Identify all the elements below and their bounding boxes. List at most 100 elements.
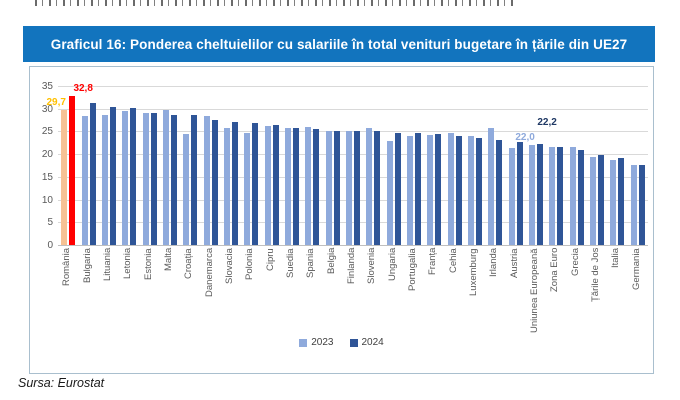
bar-2023-Țările de Jos bbox=[590, 157, 597, 245]
bar-2023-Slovenia bbox=[366, 128, 373, 245]
bar-2024-Ungaria bbox=[394, 133, 401, 245]
x-category-label: Letonia bbox=[122, 248, 134, 280]
x-category-label: Malta bbox=[162, 248, 174, 272]
x-category-label: Germania bbox=[630, 248, 642, 290]
bar-2023-Croația bbox=[183, 133, 190, 245]
bar-2023-Cehia bbox=[447, 133, 454, 245]
chart-container: 0 5 10 15 20 25 30 35 29,7 32,8 22,0 22,2 România Bu… bbox=[29, 66, 654, 374]
y-tick-label: 15 bbox=[41, 171, 53, 183]
bar-2024-Zona Euro bbox=[557, 146, 564, 245]
gridline bbox=[58, 176, 648, 178]
x-category-label: Luxemburg bbox=[468, 248, 480, 296]
x-category-label: Slovacia bbox=[223, 248, 235, 284]
bar-2023-Zona Euro bbox=[549, 147, 556, 245]
gridline bbox=[58, 199, 648, 201]
bar-2023-Polonia bbox=[244, 133, 251, 245]
bar-2024-Portugalia bbox=[415, 133, 422, 245]
bar-2024-Belgia bbox=[333, 130, 340, 245]
bar-2024-Grecia bbox=[577, 149, 584, 245]
x-category-label: Țările de Jos bbox=[590, 248, 602, 303]
gridline bbox=[58, 108, 648, 110]
x-axis-labels: România Bulgaria Lituania Letonia Estonia Mal… bbox=[58, 248, 648, 336]
x-category-label: Uniunea Europeană bbox=[529, 248, 541, 333]
bar-2023-Danemarca bbox=[203, 115, 210, 245]
x-category-label: Cipru bbox=[264, 248, 276, 271]
plot-area: 0 5 10 15 20 25 30 35 29,7 32,8 22,0 22,2 bbox=[42, 81, 648, 251]
bar-2024-Croația bbox=[191, 115, 198, 245]
clipped-text-line bbox=[35, 0, 513, 6]
x-category-label: România bbox=[61, 248, 73, 287]
legend-swatch-icon bbox=[299, 338, 308, 347]
bar-2024-Suedia bbox=[292, 127, 299, 245]
gridline bbox=[58, 154, 648, 156]
y-tick-label: 35 bbox=[41, 81, 53, 92]
chart-title: Graficul 16: Ponderea cheltuielilor cu s… bbox=[50, 36, 628, 52]
bar-2024-Italia bbox=[618, 158, 625, 245]
bar-2024-Finlanda bbox=[354, 130, 360, 245]
y-tick-label: 30 bbox=[41, 103, 53, 115]
bar-2023-Ungaria bbox=[386, 140, 393, 245]
x-category-label: Portugalia bbox=[407, 248, 419, 291]
bar-2024-Danemarca bbox=[211, 119, 218, 245]
bar-2024-Austria bbox=[516, 142, 523, 245]
bar-2023-Belgia bbox=[325, 130, 332, 245]
value-label-2024: 32,8 bbox=[73, 83, 93, 94]
bar-2024-Irlanda bbox=[496, 139, 503, 245]
legend-label: 2024 bbox=[361, 337, 384, 348]
y-tick-label: 0 bbox=[47, 240, 53, 251]
bar-2024-Slovenia bbox=[374, 130, 381, 245]
y-tick-label: 5 bbox=[47, 217, 53, 229]
x-category-label: Franța bbox=[427, 248, 439, 276]
bar-2023-Slovacia bbox=[223, 128, 230, 245]
x-category-label: Finlanda bbox=[346, 248, 357, 285]
x-category-label: Italia bbox=[610, 248, 622, 269]
x-category-label: Bulgaria bbox=[81, 248, 93, 283]
gridline bbox=[58, 222, 648, 224]
bar-2023-Portugalia bbox=[407, 135, 414, 245]
x-category-label: Austria bbox=[508, 248, 520, 278]
y-tick-label: 25 bbox=[41, 126, 53, 138]
x-category-label: Lituania bbox=[101, 248, 113, 282]
bar-2023-Letonia bbox=[122, 110, 129, 245]
bar-2024-Slovacia bbox=[231, 121, 238, 245]
bar-2024-Estonia bbox=[150, 112, 157, 245]
bar-2023-Suedia bbox=[284, 128, 291, 245]
bar-2023-Uniunea Europeană bbox=[529, 145, 536, 245]
legend-item-2023: 2023 bbox=[299, 337, 334, 348]
bar-2024-Malta bbox=[170, 115, 177, 245]
bar-2023-Austria bbox=[508, 148, 515, 245]
x-category-label: Ungaria bbox=[386, 248, 398, 282]
bar-2023-Luxemburg bbox=[468, 136, 475, 245]
bar-2024-Uniunea Europeană bbox=[537, 144, 544, 245]
bar-2024-Luxemburg bbox=[476, 137, 483, 245]
bar-2024-România bbox=[69, 96, 76, 245]
value-label-2024: 22,2 bbox=[537, 117, 557, 129]
chart-title-banner: Graficul 16: Ponderea cheltuielilor cu s… bbox=[23, 26, 655, 62]
bar-2023-Lituania bbox=[101, 115, 108, 245]
x-category-label: Cehia bbox=[447, 248, 459, 273]
x-category-label: Zona Euro bbox=[549, 248, 561, 293]
x-category-label: Croația bbox=[183, 248, 195, 279]
legend-label: 2023 bbox=[311, 337, 334, 348]
y-tick-label: 20 bbox=[41, 149, 53, 161]
bar-2024-Letonia bbox=[130, 108, 137, 245]
x-category-label: Danemarca bbox=[203, 248, 215, 298]
gridline bbox=[58, 131, 648, 133]
legend-swatch-icon bbox=[349, 338, 358, 347]
bar-2024-Bulgaria bbox=[89, 103, 96, 245]
bar-2023-Malta bbox=[162, 109, 169, 245]
legend-item-2024: 2024 bbox=[349, 337, 384, 348]
bar-2024-Polonia bbox=[252, 122, 259, 245]
bar-2023-Estonia bbox=[142, 113, 149, 245]
bar-2024-Spania bbox=[313, 129, 320, 245]
value-label-2023: 29,7 bbox=[46, 97, 66, 109]
x-category-label: Belgia bbox=[325, 248, 337, 275]
x-category-label: Estonia bbox=[142, 248, 154, 280]
source-note: Sursa: Eurostat bbox=[18, 376, 105, 390]
x-category-label: Suedia bbox=[284, 248, 296, 278]
value-label-2023: 22,0 bbox=[515, 132, 535, 144]
x-category-label: Spania bbox=[305, 248, 317, 278]
bar-2023-Germania bbox=[630, 164, 637, 245]
legend: 2023 2024 bbox=[30, 337, 653, 348]
x-category-label: Grecia bbox=[569, 248, 581, 276]
